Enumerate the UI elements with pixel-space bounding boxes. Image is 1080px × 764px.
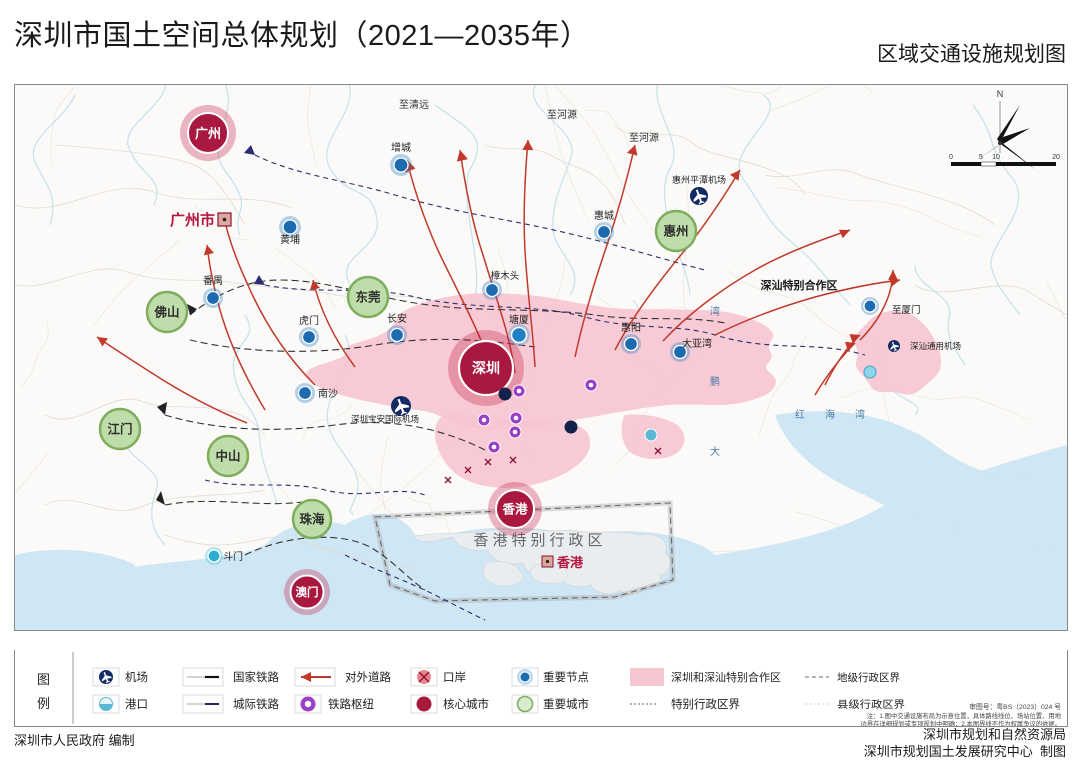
svg-text:0: 0 [949, 154, 953, 161]
svg-text:广州市: 广州市 [170, 211, 215, 229]
svg-text:县级行政区界: 县级行政区界 [837, 698, 905, 711]
svg-text:惠州: 惠州 [663, 224, 688, 239]
svg-text:佛山: 佛山 [153, 305, 179, 320]
svg-text:塘厦: 塘厦 [509, 313, 529, 326]
svg-text:10: 10 [992, 154, 1000, 161]
svg-text:长安: 长安 [387, 312, 407, 325]
svg-text:至河源: 至河源 [629, 131, 659, 144]
svg-text:香港: 香港 [556, 555, 584, 570]
svg-text:深圳: 深圳 [472, 360, 500, 376]
svg-text:例: 例 [37, 696, 50, 711]
svg-text:斗门: 斗门 [223, 550, 243, 563]
svg-text:至厦门: 至厦门 [892, 304, 921, 316]
svg-text:香港特别行政区: 香港特别行政区 [473, 532, 606, 549]
svg-text:深圳和深汕特别合作区: 深圳和深汕特别合作区 [671, 670, 781, 684]
svg-text:铁路枢纽: 铁路枢纽 [328, 697, 374, 711]
svg-text:湾: 湾 [710, 305, 720, 318]
svg-text:湾: 湾 [855, 408, 865, 421]
svg-text:对外道路: 对外道路 [345, 670, 391, 684]
svg-text:深汕特别合作区: 深汕特别合作区 [761, 278, 838, 292]
svg-text:审图号：粤BS（2023）024 号: 审图号：粤BS（2023）024 号 [969, 702, 1061, 711]
svg-text:港口: 港口 [125, 698, 148, 711]
svg-text:东莞: 东莞 [355, 290, 381, 305]
svg-text:N: N [997, 89, 1004, 99]
svg-text:国家铁路: 国家铁路 [233, 670, 279, 684]
svg-text:边界在详细规划或专项规划中明确；2.本图界线不作为权属争议的: 边界在详细规划或专项规划中明确；2.本图界线不作为权属争议的依据。 [861, 719, 1061, 726]
svg-text:重要城市: 重要城市 [543, 697, 589, 711]
svg-text:核心城市: 核心城市 [443, 697, 489, 711]
svg-text:虎门: 虎门 [299, 314, 319, 327]
svg-text:海: 海 [825, 408, 835, 421]
svg-text:惠州平潭机场: 惠州平潭机场 [672, 174, 726, 185]
svg-text:5: 5 [979, 154, 983, 161]
svg-text:特别行政区界: 特别行政区界 [671, 697, 740, 711]
svg-text:深圳宝安国际机场: 深圳宝安国际机场 [351, 414, 419, 424]
svg-text:重要节点: 重要节点 [543, 670, 589, 684]
svg-text:澳门: 澳门 [296, 585, 319, 599]
svg-text:鹏: 鹏 [710, 375, 720, 388]
svg-text:惠阳: 惠阳 [621, 321, 641, 334]
svg-text:增城: 增城 [391, 141, 411, 154]
svg-text:南沙: 南沙 [318, 387, 338, 400]
svg-text:红: 红 [795, 408, 805, 421]
svg-text:注：1.图中交通设施布局为示意位置，具体路线线位、场站位置、: 注：1.图中交通设施布局为示意位置，具体路线线位、场站位置、用地 [867, 711, 1062, 720]
svg-text:香港: 香港 [501, 502, 528, 517]
svg-text:城际铁路: 城际铁路 [233, 697, 279, 711]
svg-text:珠海: 珠海 [299, 512, 325, 527]
svg-text:图: 图 [37, 672, 50, 687]
svg-text:大亚湾: 大亚湾 [682, 337, 712, 350]
svg-text:至清远: 至清远 [399, 98, 429, 111]
svg-text:至河源: 至河源 [547, 108, 577, 121]
svg-text:惠城: 惠城 [594, 209, 614, 222]
svg-text:地级行政区界: 地级行政区界 [837, 671, 900, 684]
svg-text:口岸: 口岸 [443, 671, 466, 684]
svg-text:中山: 中山 [215, 449, 240, 464]
svg-text:樟木头: 樟木头 [491, 270, 520, 282]
svg-text:大: 大 [710, 445, 720, 458]
svg-text:机场: 机场 [125, 670, 148, 684]
svg-text:20: 20 [1052, 154, 1060, 161]
svg-text:黄埔: 黄埔 [280, 233, 300, 246]
svg-text:广州: 广州 [195, 126, 221, 141]
svg-text:番禺: 番禺 [203, 275, 223, 287]
svg-text:深汕通用机场: 深汕通用机场 [910, 341, 961, 351]
svg-text:江门: 江门 [107, 422, 132, 437]
